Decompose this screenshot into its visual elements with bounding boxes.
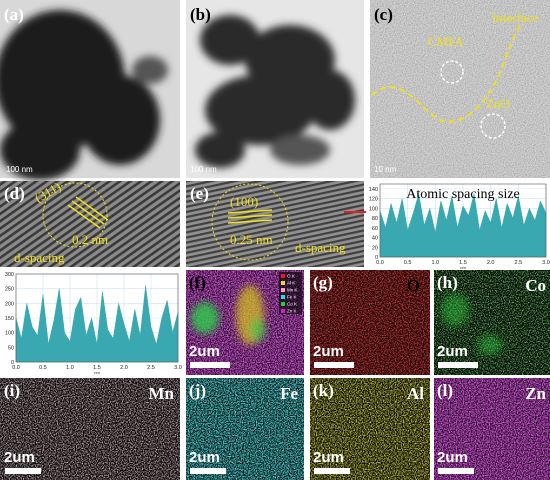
legend-label: Al K xyxy=(287,281,295,286)
y-tick-label: 0 xyxy=(375,255,378,261)
y-tick-label: 100 xyxy=(369,206,378,212)
y-tick-label: 140 xyxy=(369,187,378,193)
area xyxy=(379,193,547,258)
annotation: CMFA xyxy=(428,34,464,49)
y-tick-label: 100 xyxy=(5,331,14,337)
scale-label: 2um xyxy=(4,449,35,466)
element-label: O xyxy=(407,276,420,295)
x-tick-label: 1.5 xyxy=(93,365,101,371)
panel-f: O K Al K Mn K Fe K Co K Zn K (f) 2um xyxy=(186,270,304,375)
annotation: (100) xyxy=(230,194,258,209)
element-label: Fe xyxy=(280,384,298,403)
legend-label: Co K xyxy=(287,302,297,307)
x-tick-label: 3.0 xyxy=(174,365,182,371)
y-tick-label: 40 xyxy=(372,236,378,242)
panel-label: (h) xyxy=(437,273,458,292)
panel-label: (f) xyxy=(189,273,206,292)
x-tick-label: 1.5 xyxy=(459,260,467,266)
scale-label: 2um xyxy=(313,449,344,466)
scale-label: 2um xyxy=(189,343,220,360)
x-tick-label: 2.0 xyxy=(120,365,128,371)
x-tick-label: 0.5 xyxy=(404,260,412,266)
x-tick-label: 0.5 xyxy=(39,365,47,371)
y-tick-label: 80 xyxy=(372,216,378,222)
scale-label: 100 nm xyxy=(190,165,217,174)
panel-label: (d) xyxy=(4,184,25,203)
plot-frame xyxy=(379,183,547,258)
panel-label: (c) xyxy=(374,5,393,24)
annotation: d-spacing xyxy=(14,250,65,265)
element-label: Co xyxy=(525,276,546,295)
legend-label: Zn K xyxy=(287,309,297,314)
panel-a: (a) 100 nm xyxy=(0,0,180,180)
panel-label: (e) xyxy=(190,184,209,203)
panel-c: (c) CMFA Interface ZnO 10 nm xyxy=(370,0,550,178)
x-tick-label: 3.0 xyxy=(542,260,550,266)
y-tick-label: 0 xyxy=(11,360,14,366)
y-tick-label: 60 xyxy=(372,226,378,232)
scale-label: 2um xyxy=(437,343,468,360)
x-tick-label: 2.5 xyxy=(515,260,523,266)
y-tick-label: 120 xyxy=(369,197,378,203)
panel-e: (e) (100) 0.25 nm d-spacing xyxy=(186,181,372,267)
x-tick-label: 2.0 xyxy=(487,260,495,266)
scale-label: 2um xyxy=(313,343,344,360)
panel-k: (k) Al 2um xyxy=(310,378,430,480)
element-label: Al xyxy=(407,384,424,403)
panel-b: (b) 100 nm xyxy=(186,0,364,178)
y-tick-label: 50 xyxy=(8,345,14,351)
annotation: 0.25 nm xyxy=(230,232,273,247)
scale-label: 2um xyxy=(189,449,220,466)
chart-title: Atomic spacing size xyxy=(406,187,520,202)
panel-label: (i) xyxy=(4,381,20,400)
panel-label: (b) xyxy=(190,5,211,24)
annotation: d-spacing xyxy=(295,240,346,255)
y-tick-label: 200 xyxy=(5,301,14,307)
scale-label: 10 nm xyxy=(374,165,397,174)
panel-i: (i) Mn 2um xyxy=(0,378,180,480)
scale-label: 100 nm xyxy=(6,165,33,174)
panel-label: (k) xyxy=(313,381,334,400)
x-tick-label: 2.5 xyxy=(147,365,155,371)
panel-d: (d) (311) 0.2 nm d-spacing xyxy=(0,179,180,267)
panel-j: (j) Fe 2um xyxy=(186,378,304,480)
panel-label: (g) xyxy=(313,273,333,292)
x-axis-label: nm xyxy=(94,370,100,375)
plot-frame xyxy=(15,273,179,363)
panel-h: (h) Co 2um xyxy=(434,270,550,375)
y-tick-label: 20 xyxy=(372,245,378,251)
scale-label: 2um xyxy=(437,449,468,466)
panel-label: (l) xyxy=(437,381,453,400)
panel-label: (a) xyxy=(4,5,24,24)
annotation: 0.2 nm xyxy=(72,232,108,247)
y-tick-label: 300 xyxy=(5,272,14,278)
x-tick-label: 1.0 xyxy=(66,365,74,371)
x-axis-label: nm xyxy=(460,265,466,270)
panel-label: (j) xyxy=(189,381,206,400)
legend-label: O K xyxy=(287,274,295,279)
panel-g: (g) O 2um xyxy=(310,270,430,375)
y-tick-label: 150 xyxy=(5,316,14,322)
panel-l: (l) Zn 2um xyxy=(434,378,550,480)
element-label: Zn xyxy=(525,384,546,403)
x-tick-label: 0.0 xyxy=(12,365,20,371)
area xyxy=(15,285,179,363)
x-tick-label: 0.0 xyxy=(376,260,384,266)
legend-label: Mn K xyxy=(287,288,298,293)
y-tick-label: 250 xyxy=(5,287,14,293)
legend-label: Fe K xyxy=(287,295,297,300)
element-label: Mn xyxy=(149,384,175,403)
annotation: Interface xyxy=(492,10,538,25)
x-tick-label: 1.0 xyxy=(432,260,440,266)
annotation: ZnO xyxy=(486,96,510,111)
